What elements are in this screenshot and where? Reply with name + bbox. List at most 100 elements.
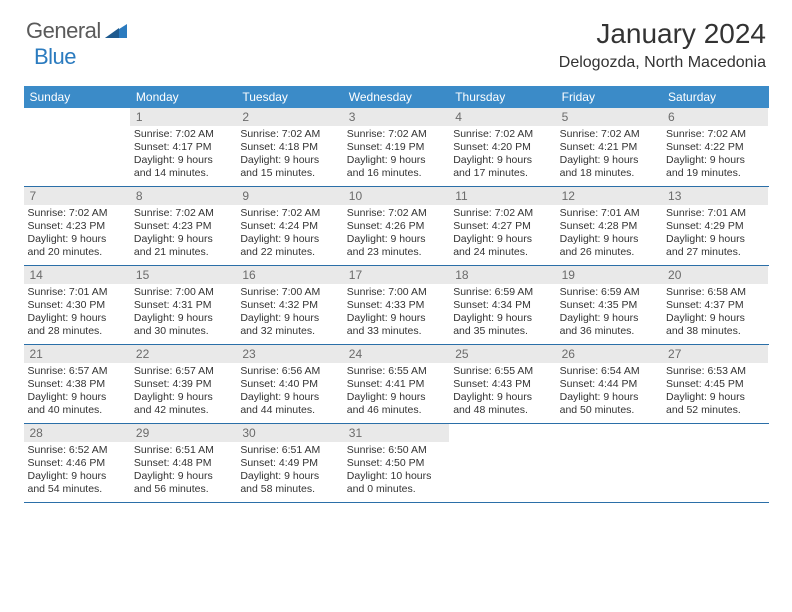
day-cell: 20Sunrise: 6:58 AMSunset: 4:37 PMDayligh… [662,266,768,344]
sunrise-text: Sunrise: 6:59 AM [560,286,658,299]
sunset-text: Sunset: 4:31 PM [134,299,232,312]
day-cell: 29Sunrise: 6:51 AMSunset: 4:48 PMDayligh… [130,424,236,502]
day-body: Sunrise: 6:51 AMSunset: 4:49 PMDaylight:… [236,442,342,501]
daylight-text: Daylight: 9 hours and 36 minutes. [560,312,658,338]
day-cell: 12Sunrise: 7:01 AMSunset: 4:28 PMDayligh… [556,187,662,265]
day-header: Tuesday [236,86,342,108]
day-body: Sunrise: 6:56 AMSunset: 4:40 PMDaylight:… [236,363,342,422]
day-number: 14 [24,266,130,284]
daylight-text: Daylight: 9 hours and 27 minutes. [666,233,764,259]
sunset-text: Sunset: 4:29 PM [666,220,764,233]
daylight-text: Daylight: 9 hours and 52 minutes. [666,391,764,417]
sunset-text: Sunset: 4:38 PM [28,378,126,391]
day-body: Sunrise: 6:55 AMSunset: 4:41 PMDaylight:… [343,363,449,422]
sunset-text: Sunset: 4:21 PM [560,141,658,154]
day-number: 13 [662,187,768,205]
day-body: Sunrise: 6:57 AMSunset: 4:39 PMDaylight:… [130,363,236,422]
day-cell: 23Sunrise: 6:56 AMSunset: 4:40 PMDayligh… [236,345,342,423]
daylight-text: Daylight: 9 hours and 26 minutes. [560,233,658,259]
daylight-text: Daylight: 9 hours and 50 minutes. [560,391,658,417]
calendar-grid: SundayMondayTuesdayWednesdayThursdayFrid… [24,86,769,503]
day-cell: 31Sunrise: 6:50 AMSunset: 4:50 PMDayligh… [343,424,449,502]
day-cell: 22Sunrise: 6:57 AMSunset: 4:39 PMDayligh… [130,345,236,423]
day-cell: 5Sunrise: 7:02 AMSunset: 4:21 PMDaylight… [556,108,662,186]
day-cell: 1Sunrise: 7:02 AMSunset: 4:17 PMDaylight… [130,108,236,186]
week-row: 21Sunrise: 6:57 AMSunset: 4:38 PMDayligh… [24,345,769,424]
day-cell: 17Sunrise: 7:00 AMSunset: 4:33 PMDayligh… [343,266,449,344]
day-cell: 8Sunrise: 7:02 AMSunset: 4:23 PMDaylight… [130,187,236,265]
sunset-text: Sunset: 4:27 PM [453,220,551,233]
daylight-text: Daylight: 9 hours and 21 minutes. [134,233,232,259]
sunrise-text: Sunrise: 7:01 AM [560,207,658,220]
day-number: 27 [662,345,768,363]
day-number: 30 [236,424,342,442]
sunset-text: Sunset: 4:44 PM [560,378,658,391]
sunrise-text: Sunrise: 6:52 AM [28,444,126,457]
day-body: Sunrise: 6:50 AMSunset: 4:50 PMDaylight:… [343,442,449,501]
week-row: 28Sunrise: 6:52 AMSunset: 4:46 PMDayligh… [24,424,769,503]
day-number: 16 [236,266,342,284]
week-row: 14Sunrise: 7:01 AMSunset: 4:30 PMDayligh… [24,266,769,345]
sunrise-text: Sunrise: 6:56 AM [240,365,338,378]
sunset-text: Sunset: 4:19 PM [347,141,445,154]
sunrise-text: Sunrise: 6:50 AM [347,444,445,457]
day-cell: 21Sunrise: 6:57 AMSunset: 4:38 PMDayligh… [24,345,130,423]
day-body: Sunrise: 7:01 AMSunset: 4:29 PMDaylight:… [662,205,768,264]
sunset-text: Sunset: 4:41 PM [347,378,445,391]
daylight-text: Daylight: 9 hours and 28 minutes. [28,312,126,338]
day-body: Sunrise: 6:52 AMSunset: 4:46 PMDaylight:… [24,442,130,501]
daylight-text: Daylight: 9 hours and 14 minutes. [134,154,232,180]
sunset-text: Sunset: 4:34 PM [453,299,551,312]
sunset-text: Sunset: 4:20 PM [453,141,551,154]
sunrise-text: Sunrise: 6:57 AM [134,365,232,378]
day-cell: 30Sunrise: 6:51 AMSunset: 4:49 PMDayligh… [236,424,342,502]
sunrise-text: Sunrise: 7:00 AM [134,286,232,299]
sunrise-text: Sunrise: 6:58 AM [666,286,764,299]
daylight-text: Daylight: 9 hours and 15 minutes. [240,154,338,180]
day-header: Thursday [449,86,555,108]
day-header: Saturday [662,86,768,108]
day-cell: 13Sunrise: 7:01 AMSunset: 4:29 PMDayligh… [662,187,768,265]
day-cell: 15Sunrise: 7:00 AMSunset: 4:31 PMDayligh… [130,266,236,344]
day-body: Sunrise: 6:54 AMSunset: 4:44 PMDaylight:… [556,363,662,422]
brand-text-general: General [26,18,101,44]
sunrise-text: Sunrise: 6:53 AM [666,365,764,378]
day-header: Sunday [24,86,130,108]
day-cell: 10Sunrise: 7:02 AMSunset: 4:26 PMDayligh… [343,187,449,265]
day-number: 24 [343,345,449,363]
day-body: Sunrise: 7:02 AMSunset: 4:23 PMDaylight:… [24,205,130,264]
day-body: Sunrise: 6:53 AMSunset: 4:45 PMDaylight:… [662,363,768,422]
daylight-text: Daylight: 9 hours and 33 minutes. [347,312,445,338]
day-cell: 24Sunrise: 6:55 AMSunset: 4:41 PMDayligh… [343,345,449,423]
daylight-text: Daylight: 9 hours and 44 minutes. [240,391,338,417]
day-body: Sunrise: 7:02 AMSunset: 4:23 PMDaylight:… [130,205,236,264]
brand-triangle-icon [105,24,127,43]
day-number: 28 [24,424,130,442]
day-body: Sunrise: 7:02 AMSunset: 4:20 PMDaylight:… [449,126,555,185]
day-number: 31 [343,424,449,442]
daylight-text: Daylight: 9 hours and 56 minutes. [134,470,232,496]
day-number: 5 [556,108,662,126]
day-header: Monday [130,86,236,108]
day-number: 29 [130,424,236,442]
day-body: Sunrise: 7:02 AMSunset: 4:24 PMDaylight:… [236,205,342,264]
day-header: Wednesday [343,86,449,108]
day-body: Sunrise: 6:57 AMSunset: 4:38 PMDaylight:… [24,363,130,422]
daylight-text: Daylight: 9 hours and 16 minutes. [347,154,445,180]
sunrise-text: Sunrise: 7:02 AM [453,207,551,220]
sunrise-text: Sunrise: 6:57 AM [28,365,126,378]
day-cell: 7Sunrise: 7:02 AMSunset: 4:23 PMDaylight… [24,187,130,265]
day-body: Sunrise: 6:55 AMSunset: 4:43 PMDaylight:… [449,363,555,422]
day-body: Sunrise: 7:00 AMSunset: 4:33 PMDaylight:… [343,284,449,343]
sunset-text: Sunset: 4:24 PM [240,220,338,233]
day-number: 15 [130,266,236,284]
sunrise-text: Sunrise: 7:01 AM [666,207,764,220]
day-body: Sunrise: 7:02 AMSunset: 4:22 PMDaylight:… [662,126,768,185]
sunrise-text: Sunrise: 7:02 AM [134,207,232,220]
sunrise-text: Sunrise: 7:02 AM [134,128,232,141]
day-number: 11 [449,187,555,205]
day-body: Sunrise: 7:02 AMSunset: 4:17 PMDaylight:… [130,126,236,185]
week-row: 7Sunrise: 7:02 AMSunset: 4:23 PMDaylight… [24,187,769,266]
sunrise-text: Sunrise: 7:02 AM [453,128,551,141]
day-body: Sunrise: 6:59 AMSunset: 4:34 PMDaylight:… [449,284,555,343]
